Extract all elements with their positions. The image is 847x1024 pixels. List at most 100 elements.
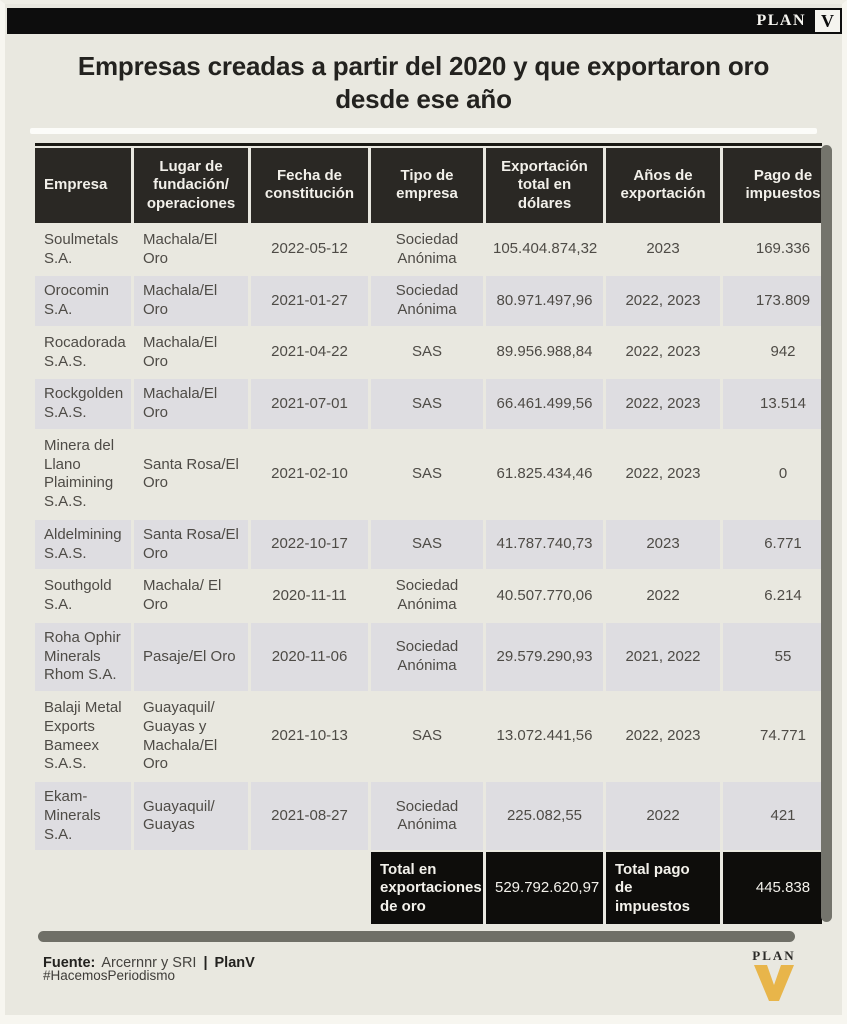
table-body: Soulmetals S.A. Machala/El Oro 2022-05-12 S… — [35, 225, 822, 851]
cell-lugar: Machala/El Oro — [143, 333, 218, 370]
cell-tipo: Sociedad Anónima — [395, 577, 459, 614]
cell-tipo: Sociedad Anónima — [371, 276, 483, 326]
cell-lugar: Machala/El Oro — [134, 379, 248, 429]
cell-tipo: Sociedad Anónima — [395, 230, 459, 267]
cell-anios_exportacion: 2022, 2023 — [625, 465, 701, 483]
cell-anios_exportacion: 2022, 2023 — [625, 727, 701, 745]
cell-pago_impuestos: 0 — [778, 465, 788, 483]
title-divider — [30, 128, 817, 134]
cell-pago_impuestos: 6.771 — [723, 519, 822, 570]
footer-logo-v-icon — [754, 965, 794, 1001]
page-title: Empresas creadas a partir del 2020 y que… — [77, 51, 770, 114]
total-exports-value: 529.792.620,97 — [486, 852, 603, 925]
table-row: Minera del Llano Plaimining S.A.S. Santa … — [35, 431, 822, 518]
cell-pago_impuestos: 942 — [770, 343, 796, 361]
cell-exportacion_total_usd: 41.787.740,73 — [486, 519, 603, 570]
cell-anios_exportacion: 2023 — [606, 519, 720, 570]
cell-fecha: 2021-02-10 — [271, 465, 348, 483]
cell-exportacion_total_usd: 61.825.434,46 — [496, 465, 593, 483]
cell-tipo: SAS — [411, 465, 442, 483]
cell-pago_impuestos: 173.809 — [723, 276, 822, 326]
col-header-tipo: Tipo de empresa — [371, 148, 483, 223]
cell-fecha: 2021-10-13 — [271, 727, 348, 745]
table-header: Empresa Lugar de fundación/ operaciones … — [35, 148, 822, 223]
cell-pago_impuestos: 13.514 — [723, 379, 822, 429]
cell-exportacion_total_usd: 80.971.497,96 — [486, 276, 603, 326]
cell-exportacion_total_usd: 105.404.874,32 — [493, 240, 598, 258]
table-row: Orocomin S.A. Machala/El Oro 2021-01-27 Soc… — [35, 276, 822, 326]
plan-v-footer-logo: PLAN — [748, 948, 800, 1001]
total-empty-cell — [35, 852, 131, 924]
source-credit: PlanV — [214, 955, 255, 972]
total-taxes-value: 445.838 — [723, 852, 822, 925]
cell-pago_impuestos: 74.771 — [760, 727, 806, 745]
cell-pago_impuestos: 6.214 — [764, 586, 802, 604]
col-header-lugar: Lugar de fundación/ operaciones — [134, 148, 248, 223]
hashtag-text: #HacemosPeriodismo — [43, 968, 176, 983]
cell-empresa: Minera del Llano Plaimining S.A.S. — [44, 436, 115, 511]
cell-lugar: Guayaquil/ Guayas — [134, 782, 248, 851]
cell-fecha: 2022-10-17 — [251, 519, 368, 570]
cell-lugar: Santa Rosa/El Oro — [134, 519, 248, 570]
cell-exportacion_total_usd: 225.082,55 — [486, 782, 603, 851]
cell-tipo: Sociedad Anónima — [371, 622, 483, 692]
total-taxes-label: Total pago de impuestos — [606, 852, 720, 925]
total-empty-cell — [134, 852, 248, 924]
cell-pago_impuestos: 55 — [723, 622, 822, 692]
cell-empresa: Aldelmining S.A.S. — [35, 519, 131, 570]
brand-plan-text: PLAN — [756, 12, 806, 29]
source-line: Fuente: Arcernnr y SRI | PlanV — [43, 955, 842, 971]
cell-anios_exportacion: 2023 — [646, 240, 680, 258]
table-top-border — [35, 143, 822, 146]
cell-fecha: 2021-04-22 — [271, 343, 348, 361]
cell-empresa: Balaji Metal Exports Bameex S.A.S. — [44, 699, 122, 773]
cell-pago_impuestos: 169.336 — [755, 240, 811, 258]
cell-fecha: 2021-08-27 — [251, 782, 368, 851]
cell-lugar: Machala/El Oro — [134, 276, 248, 326]
cell-lugar: Guayaquil/ Guayas y Machala/El Oro — [143, 699, 218, 773]
col-header-exportacion: Exportación total en dólares — [486, 148, 603, 223]
horizontal-scrollbar[interactable] — [38, 931, 795, 943]
cell-empresa: Roha Ophir Minerals Rhom S.A. — [35, 622, 131, 692]
table-row: Roha Ophir Minerals Rhom S.A. Pasaje/El O… — [35, 622, 822, 692]
cell-exportacion_total_usd: 13.072.441,56 — [496, 727, 593, 745]
cell-anios_exportacion: 2022 — [646, 586, 680, 604]
cell-empresa: Orocomin S.A. — [35, 276, 131, 326]
cell-lugar: Pasaje/El Oro — [134, 622, 248, 692]
cell-fecha: 2021-01-27 — [251, 276, 368, 326]
table-viewport: Empresa Lugar de fundación/ operaciones … — [35, 146, 822, 926]
vertical-scrollbar[interactable] — [821, 145, 832, 923]
cell-fecha: 2022-05-12 — [271, 240, 348, 258]
col-header-impuestos: Pago de impuestos — [723, 148, 822, 223]
cell-lugar: Machala/El Oro — [143, 230, 218, 267]
cell-lugar: Santa Rosa/El Oro — [143, 455, 239, 492]
cell-exportacion_total_usd: 66.461.499,56 — [486, 379, 603, 429]
footer: #HacemosPeriodismo PLAN — [43, 948, 800, 1001]
cell-pago_impuestos: 421 — [723, 782, 822, 851]
plan-v-logo-icon: V — [815, 10, 840, 32]
cell-lugar: Machala/ El Oro — [143, 577, 222, 614]
cell-anios_exportacion: 2022, 2023 — [625, 343, 701, 361]
cell-anios_exportacion: 2021, 2022 — [606, 622, 720, 692]
cell-tipo: SAS — [371, 379, 483, 429]
cell-exportacion_total_usd: 89.956.988,84 — [496, 343, 593, 361]
col-header-anios: Años de exportación — [606, 148, 720, 223]
cell-fecha: 2021-07-01 — [251, 379, 368, 429]
cell-tipo: Sociedad Anónima — [371, 782, 483, 851]
table-area: Empresa Lugar de fundación/ operaciones … — [35, 143, 840, 926]
cell-empresa: Southgold S.A. — [44, 577, 112, 614]
cell-empresa: Rocadorada S.A.S. — [44, 333, 126, 370]
table-row: Southgold S.A. Machala/ El Oro 2020-11-11 S… — [35, 571, 822, 621]
companies-table: Empresa Lugar de fundación/ operaciones … — [35, 146, 822, 926]
top-brand-bar: PLAN V — [7, 8, 842, 34]
total-exports-label: Total en exportaciones de oro — [371, 852, 483, 925]
table-row: Soulmetals S.A. Machala/El Oro 2022-05-12 S… — [35, 225, 822, 275]
col-header-empresa: Empresa — [35, 148, 131, 223]
source-label: Fuente: — [43, 955, 96, 972]
cell-empresa: Rockgolden S.A.S. — [35, 379, 131, 429]
source-separator: | — [203, 955, 208, 972]
footer-logo-plan-text: PLAN — [752, 948, 796, 963]
cell-anios_exportacion: 2022, 2023 — [606, 379, 720, 429]
source-value: Arcernnr y SRI — [101, 955, 197, 972]
